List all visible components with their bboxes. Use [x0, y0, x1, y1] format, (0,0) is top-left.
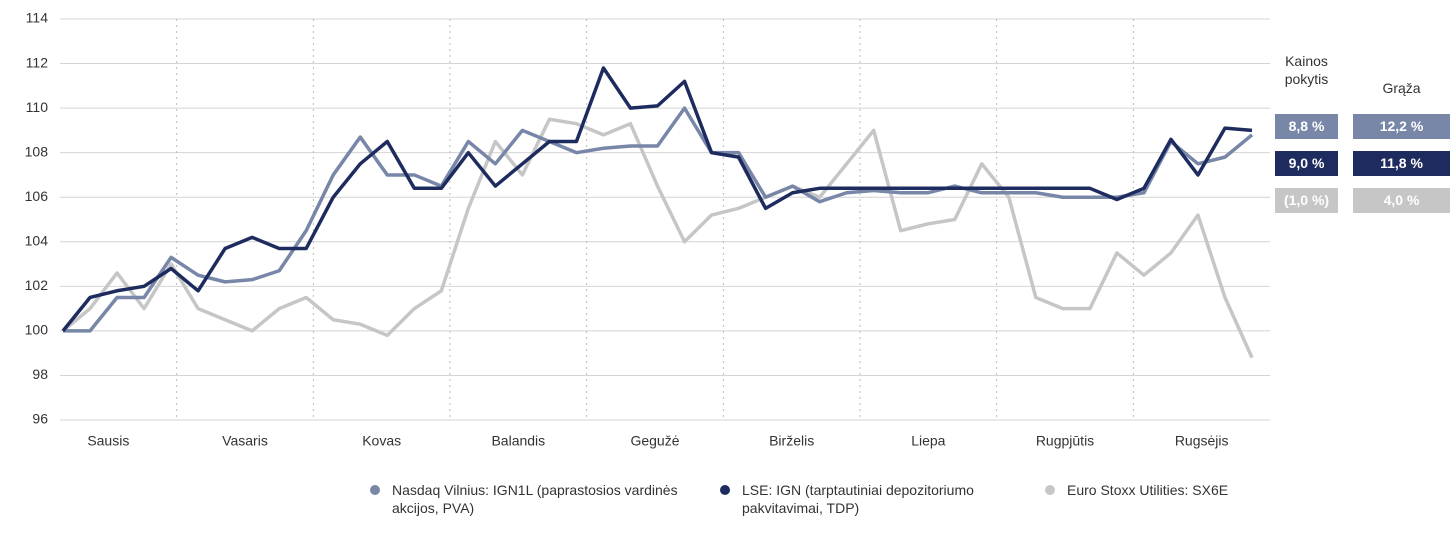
series-line [63, 106, 1254, 333]
y-tick-label: 102 [25, 277, 49, 293]
legend-item: Euro Stoxx Utilities: SX6E [1045, 481, 1257, 499]
table-cell: 4,0 % [1353, 188, 1450, 213]
x-tick-label: Rugsėjis [1175, 433, 1229, 449]
table-header: Kainos pokytis [1284, 53, 1329, 87]
y-tick-label: 114 [26, 10, 49, 26]
y-tick-label: 106 [25, 188, 49, 204]
series-line [61, 66, 1253, 332]
x-tick-label: Liepa [911, 433, 945, 449]
series-line [61, 117, 1254, 359]
y-tick-label: 96 [32, 411, 48, 427]
x-tick-label: Kovas [362, 433, 401, 449]
y-tick-label: 98 [32, 366, 48, 382]
table-cell: 12,2 % [1353, 114, 1450, 139]
y-tick-label: 108 [25, 143, 49, 159]
legend-label: Euro Stoxx Utilities: SX6E [1067, 482, 1229, 498]
legend-marker [720, 485, 730, 495]
table-header: Grąža [1382, 80, 1421, 96]
legend-item: LSE: IGN (tarptautiniai depozitoriumo pa… [720, 481, 1032, 517]
table-cell: 9,0 % [1275, 151, 1338, 176]
x-tick-label: Vasaris [222, 433, 268, 449]
legend-marker [370, 485, 380, 495]
y-tick-label: 110 [26, 99, 49, 115]
x-tick-label: Gegužė [630, 433, 679, 449]
legend-label: LSE: IGN (tarptautiniai depozitoriumo pa… [742, 482, 974, 516]
legend-marker [1045, 485, 1055, 495]
legend-label: Nasdaq Vilnius: IGN1L (paprastosios vard… [392, 482, 678, 516]
x-tick-label: Birželis [769, 433, 814, 449]
table-cell: 11,8 % [1353, 151, 1450, 176]
table-cell: 8,8 % [1275, 114, 1338, 139]
y-tick-label: 112 [26, 54, 49, 70]
x-tick-label: Balandis [491, 433, 545, 449]
y-tick-label: 100 [25, 322, 49, 338]
x-tick-label: Rugpjūtis [1036, 433, 1094, 449]
legend-item: Nasdaq Vilnius: IGN1L (paprastosios vard… [370, 481, 682, 517]
table-cell: (1,0 %) [1275, 188, 1338, 213]
chart: 96 98 100 102 104 106 108 110 112 114 Sausis Vasari… [25, 10, 1270, 449]
x-tick-label: Sausis [87, 433, 129, 449]
y-tick-label: 104 [25, 232, 49, 248]
